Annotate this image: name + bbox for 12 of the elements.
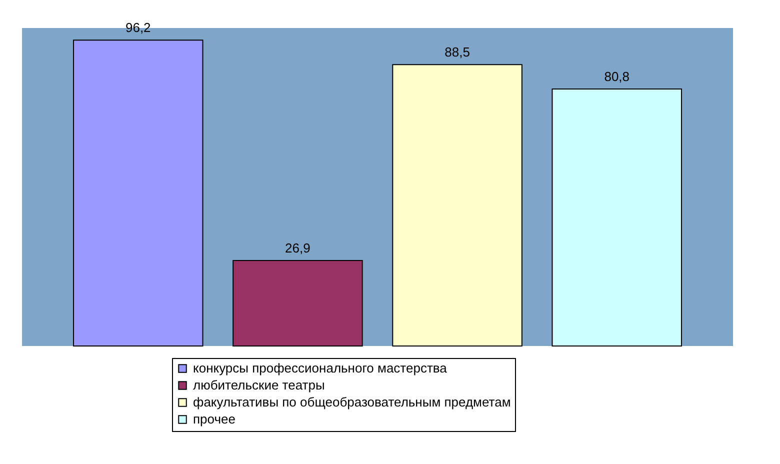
- data-label: 26,9: [285, 240, 310, 256]
- data-label: 88,5: [444, 44, 470, 60]
- legend-label: любительские театры: [193, 378, 325, 392]
- bar: [552, 88, 682, 346]
- bar: [392, 64, 522, 346]
- legend-label: конкурсы профессионального мастерства: [193, 360, 448, 376]
- data-label: 80,8: [604, 69, 630, 84]
- legend-label: факультативы по общеобразовательным предметам: [193, 394, 511, 410]
- legend-label: прочее: [193, 412, 236, 426]
- bar: [232, 260, 363, 346]
- bar: [73, 40, 204, 346]
- data-label: 96,2: [125, 20, 151, 36]
